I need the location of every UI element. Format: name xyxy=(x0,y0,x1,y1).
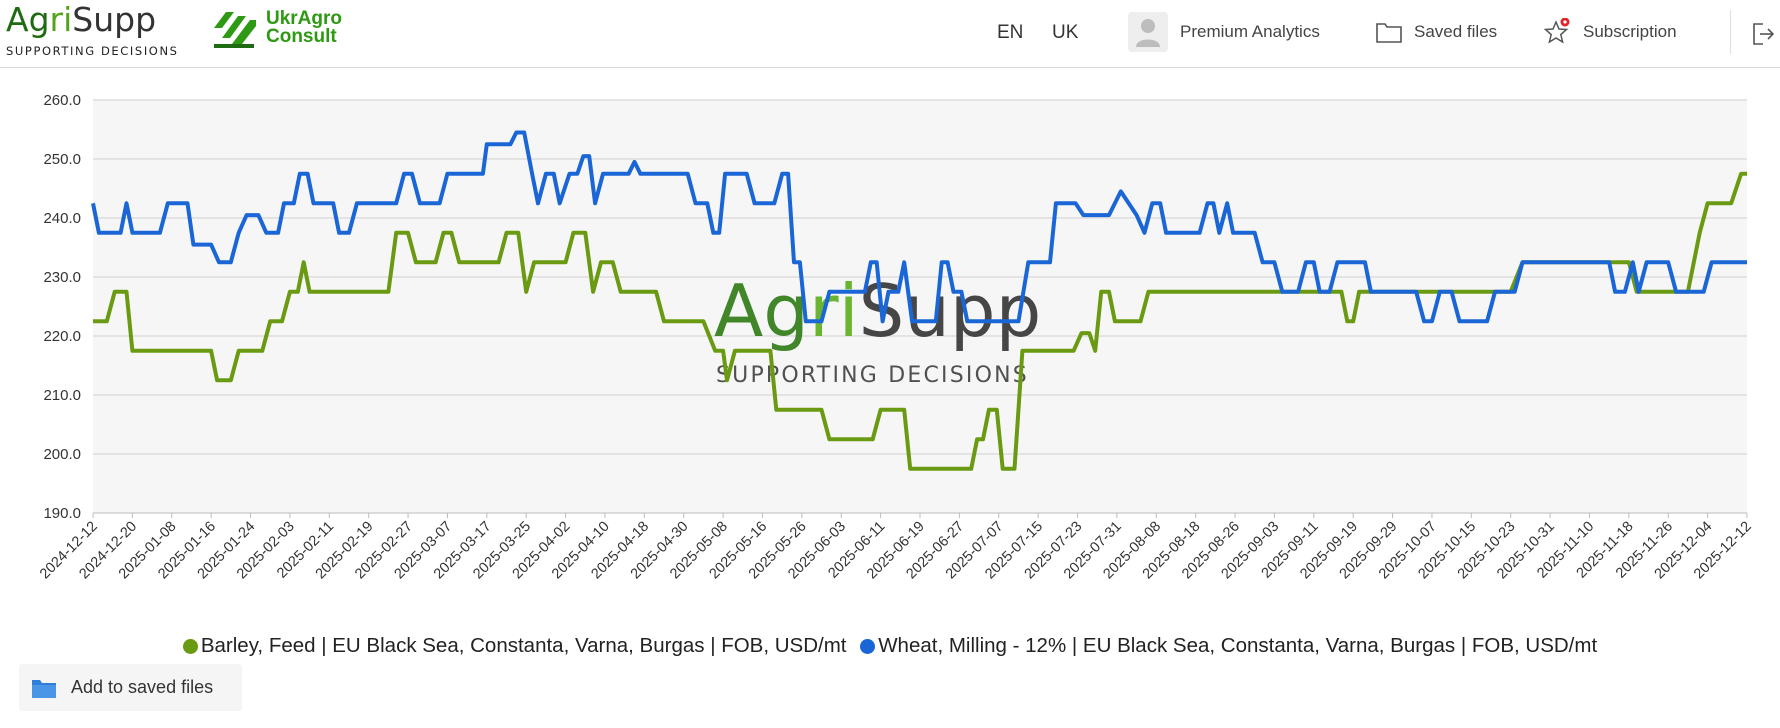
folder-icon xyxy=(32,679,56,698)
series-line-barley[interactable] xyxy=(93,171,1747,471)
series-lines xyxy=(91,130,1747,471)
subscription-link[interactable]: Subscription xyxy=(1543,14,1677,50)
legend-item-wheat[interactable]: Wheat, Milling - 12% | EU Black Sea, Con… xyxy=(860,634,1597,658)
brand-logo[interactable]: AgriSupp SUPPORTING DECISIONS xyxy=(6,0,179,59)
x-axis: 2024-12-122024-12-202025-01-082025-01-16… xyxy=(37,513,1755,582)
lang-en[interactable]: EN xyxy=(997,22,1024,43)
y-tick-label: 260.0 xyxy=(43,92,81,109)
logout-icon[interactable] xyxy=(1752,22,1775,51)
price-chart: 190.0 200.0 210.0 220.0 230.0 240.0 250.0 260.0… xyxy=(0,70,1780,630)
legend-label-barley: Barley, Feed | EU Black Sea, Constanta, … xyxy=(200,634,847,657)
top-header: AgriSupp SUPPORTING DECISIONS UkrAgro Co… xyxy=(0,0,1780,68)
lang-uk[interactable]: UK xyxy=(1052,22,1079,43)
subscription-label: Subscription xyxy=(1583,22,1677,41)
y-axis: 190.0 200.0 210.0 220.0 230.0 240.0 250.0 260.0 xyxy=(43,92,81,522)
legend-item-barley[interactable]: Barley, Feed | EU Black Sea, Constanta, … xyxy=(182,634,847,658)
premium-analytics-label: Premium Analytics xyxy=(1180,22,1320,41)
price-chart-svg: 190.0 200.0 210.0 220.0 230.0 240.0 250.0 260.0… xyxy=(37,92,1755,582)
brand-tagline: SUPPORTING DECISIONS xyxy=(6,44,179,58)
y-tick-label: 190.0 xyxy=(43,505,81,522)
y-tick-label: 220.0 xyxy=(43,328,81,345)
partner-logo[interactable]: UkrAgro Consult xyxy=(212,8,342,48)
y-tick-label: 200.0 xyxy=(43,446,81,463)
saved-files-label: Saved files xyxy=(1414,22,1498,41)
partner-logo-icon xyxy=(214,12,256,48)
partner-name: UkrAgro Consult xyxy=(266,8,343,47)
y-tick-label: 240.0 xyxy=(43,210,81,227)
add-to-saved-button[interactable]: Add to saved files xyxy=(19,664,242,711)
brand-name: AgriSupp xyxy=(6,0,157,39)
folder-icon xyxy=(1376,23,1402,43)
y-tick-label: 250.0 xyxy=(43,151,81,168)
user-avatar-icon xyxy=(1128,12,1168,52)
y-tick-label: 230.0 xyxy=(43,269,81,286)
chart-legend: Barley, Feed | EU Black Sea, Constanta, … xyxy=(0,634,1780,660)
saved-files-link[interactable]: Saved files xyxy=(1376,14,1497,50)
legend-dot-barley xyxy=(182,638,198,654)
series-line-wheat[interactable] xyxy=(91,130,1747,324)
premium-analytics-link[interactable]: Premium Analytics xyxy=(1128,12,1320,52)
star-icon xyxy=(1543,18,1570,44)
y-tick-label: 210.0 xyxy=(43,387,81,404)
add-to-saved-label: Add to saved files xyxy=(71,677,214,697)
legend-dot-wheat xyxy=(860,638,876,654)
header-divider xyxy=(1730,10,1731,54)
legend-label-wheat: Wheat, Milling - 12% | EU Black Sea, Con… xyxy=(878,634,1598,657)
